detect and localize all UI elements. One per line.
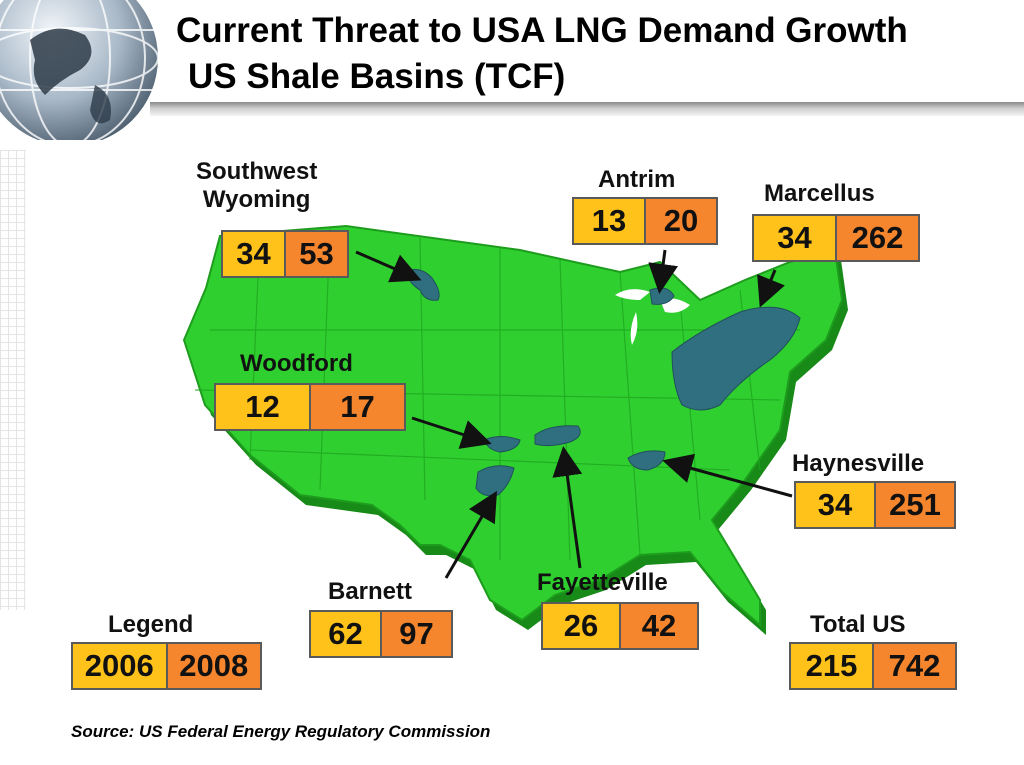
value-2006: 34	[796, 483, 876, 527]
box-marcellus: 34 262	[752, 214, 920, 262]
arrow-fayetteville	[552, 446, 583, 569]
value-2006: 26	[543, 604, 621, 648]
value-2006: 13	[574, 199, 646, 243]
decorative-grid	[0, 150, 26, 610]
legend-box: 2006 2008	[71, 642, 262, 690]
box-woodford: 12 17	[214, 383, 406, 431]
legend-2008: 2008	[167, 644, 260, 688]
slide-title: Current Threat to USA LNG Demand Growth …	[176, 8, 908, 100]
arrow-woodford	[411, 416, 492, 449]
label-barnett: Barnett	[328, 578, 413, 605]
value-2008: 53	[286, 232, 347, 276]
arrow-marcellus	[757, 269, 785, 308]
value-2006: 62	[311, 612, 382, 656]
value-2008: 742	[874, 644, 955, 688]
value-2008: 262	[837, 216, 918, 260]
arrow-barnett	[444, 490, 498, 579]
label-fayetteville: Fayetteville	[537, 569, 668, 596]
label-marcellus: Marcellus	[764, 180, 875, 207]
value-2006: 34	[223, 232, 286, 276]
value-2008: 42	[621, 604, 697, 648]
box-total-us: 215 742	[789, 642, 957, 690]
label-haynesville: Haynesville	[792, 450, 925, 477]
value-2008: 97	[382, 612, 451, 656]
value-2006: 215	[791, 644, 874, 688]
value-2008: 20	[646, 199, 716, 243]
label-woodford: Woodford	[240, 350, 353, 377]
legend-2006: 2006	[73, 644, 168, 688]
total-us-title: Total US	[810, 611, 906, 638]
source-note: Source: US Federal Energy Regulatory Com…	[71, 722, 491, 741]
arrow-southwest-wyoming	[355, 250, 422, 283]
value-2008: 17	[311, 385, 404, 429]
box-southwest-wyoming: 34 53	[221, 230, 349, 278]
label-antrim: Antrim	[598, 166, 676, 193]
arrow-haynesville	[662, 453, 793, 498]
label-southwest-wyoming: Southwest Wyoming	[196, 158, 317, 214]
arrow-antrim	[648, 249, 679, 294]
globe-logo	[0, 0, 160, 140]
title-line-1: Current Threat to USA LNG Demand Growth	[176, 11, 908, 50]
value-2006: 34	[754, 216, 837, 260]
basin-marcellus	[671, 306, 801, 411]
value-2006: 12	[216, 385, 311, 429]
us-map	[182, 224, 844, 628]
southwest-wyoming-name-2: Wyoming	[202, 186, 311, 213]
value-2008: 251	[876, 483, 954, 527]
box-haynesville: 34 251	[794, 481, 956, 529]
title-line-2: US Shale Basins (TCF)	[188, 57, 566, 96]
basin-fayetteville	[534, 425, 581, 447]
header-divider	[150, 102, 1024, 116]
southwest-wyoming-name-1: Southwest	[196, 158, 318, 185]
basin-haynesville	[627, 450, 666, 471]
box-barnett: 62 97	[309, 610, 453, 658]
legend-title: Legend	[108, 611, 194, 638]
box-fayetteville: 26 42	[541, 602, 699, 650]
great-lakes	[615, 289, 690, 345]
box-antrim: 13 20	[572, 197, 718, 245]
